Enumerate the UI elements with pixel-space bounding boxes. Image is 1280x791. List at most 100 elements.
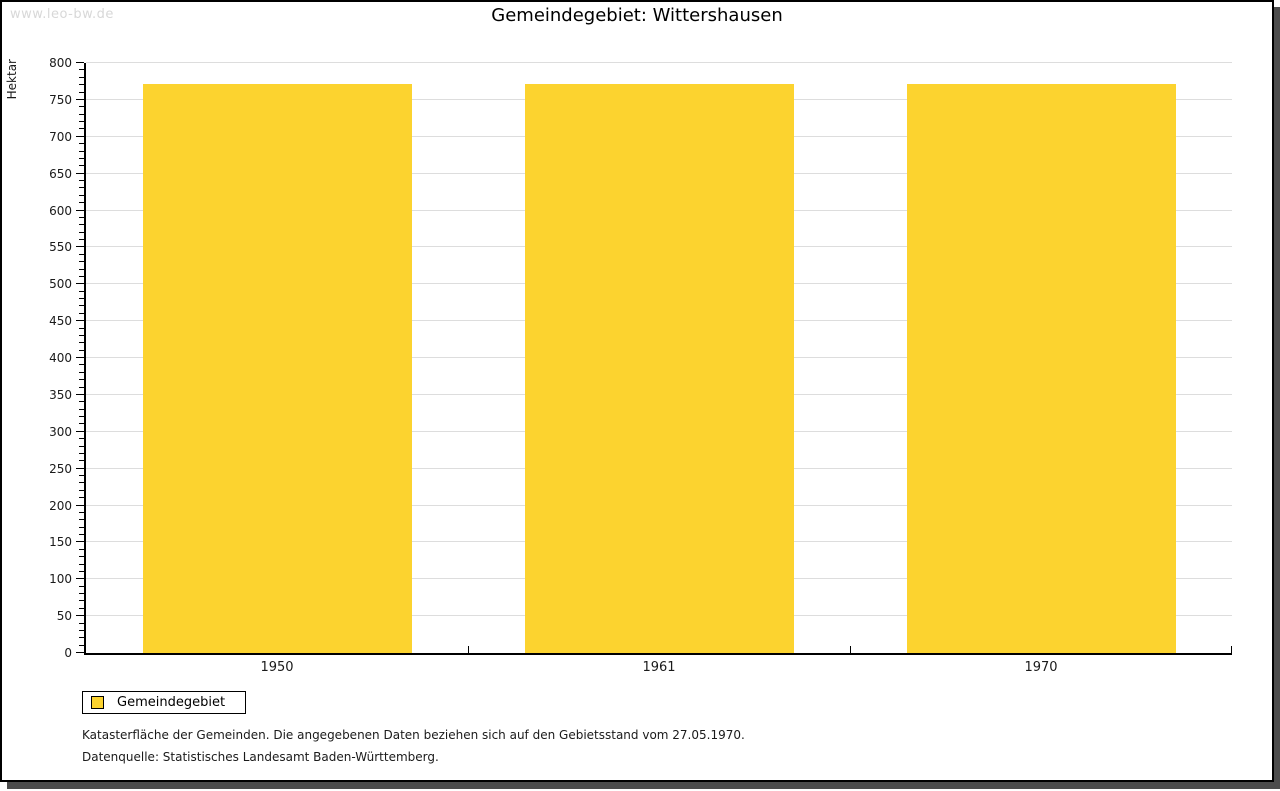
gridline: [86, 62, 1232, 63]
y-minor-tick: [79, 408, 84, 410]
y-minor-tick: [79, 128, 84, 130]
y-minor-tick: [79, 416, 84, 417]
y-tick-label: 0: [64, 646, 72, 660]
y-minor-tick: [79, 438, 84, 440]
y-tick-label: 600: [49, 203, 72, 218]
y-minor-tick: [79, 305, 84, 307]
y-minor-tick: [79, 585, 84, 587]
y-major-tick: [76, 615, 84, 617]
y-tick-label: 400: [49, 351, 72, 365]
y-major-tick: [76, 246, 84, 248]
y-tick-label: 750: [49, 92, 72, 107]
y-minor-tick: [79, 563, 84, 565]
y-major-tick: [76, 357, 84, 358]
y-major-tick: [76, 283, 84, 285]
x-tick-label: 1950: [260, 660, 294, 675]
y-minor-tick: [79, 268, 84, 270]
y-major-tick: [76, 62, 84, 63]
y-minor-tick: [79, 84, 84, 86]
footnote-description: Katasterfläche der Gemeinden. Die angege…: [82, 728, 745, 742]
y-minor-tick: [79, 452, 84, 454]
y-minor-tick: [79, 637, 84, 639]
y-tick-label: 550: [49, 240, 72, 255]
y-minor-tick: [79, 519, 84, 521]
y-minor-tick: [79, 342, 84, 344]
y-tick-label: 50: [56, 609, 72, 624]
y-major-tick: [76, 320, 84, 322]
y-tick-label: 200: [49, 498, 72, 513]
y-major-tick: [76, 467, 84, 469]
y-axis-label: Hektar: [5, 59, 19, 100]
y-minor-tick: [79, 106, 84, 108]
y-minor-tick: [79, 482, 84, 484]
x-axis-end-tick: [1231, 646, 1232, 653]
y-minor-tick: [79, 150, 84, 152]
bar: [525, 84, 794, 653]
y-tick-label: 150: [49, 535, 72, 550]
y-minor-tick: [79, 157, 84, 159]
y-major-tick: [76, 209, 84, 211]
y-tick-label: 100: [49, 572, 72, 587]
y-tick-label: 700: [49, 129, 72, 144]
y-minor-tick: [79, 334, 84, 336]
y-minor-tick: [79, 298, 84, 299]
plot-area: 0 50 100 150 200 250 300 350 400 450 500 550 600 650 7…: [49, 56, 1232, 675]
y-minor-tick: [79, 593, 84, 594]
y-minor-tick: [79, 165, 84, 167]
y-minor-tick: [79, 497, 84, 499]
y-major-tick: [76, 135, 84, 137]
legend-swatch: [91, 696, 104, 709]
y-minor-tick: [79, 379, 84, 381]
y-minor-tick: [79, 629, 84, 631]
y-minor-tick: [79, 622, 84, 624]
y-minor-tick: [79, 534, 84, 535]
y-minor-tick: [79, 570, 84, 572]
y-minor-tick: [79, 349, 84, 351]
y-minor-tick: [79, 91, 84, 93]
y-major-tick: [76, 541, 84, 543]
y-minor-tick: [79, 386, 84, 388]
y-minor-tick: [79, 511, 84, 513]
y-major-tick: [76, 430, 84, 432]
x-boundary-tick: [850, 646, 851, 653]
y-minor-tick: [79, 180, 84, 181]
y-minor-tick: [79, 113, 84, 115]
y-tick-label: 250: [49, 461, 72, 476]
legend: Gemeindegebiet: [82, 691, 247, 714]
y-minor-tick: [79, 460, 84, 462]
y-major-tick: [76, 652, 84, 653]
watermark: www.leo-bw.de: [10, 7, 114, 22]
y-minor-tick: [79, 371, 84, 373]
y-minor-tick: [79, 187, 84, 189]
y-minor-tick: [79, 556, 84, 558]
y-minor-tick: [79, 143, 84, 145]
y-minor-tick: [79, 76, 84, 78]
y-major-tick: [76, 98, 84, 100]
y-major-tick: [76, 393, 84, 395]
y-minor-tick: [79, 224, 84, 226]
y-minor-tick: [79, 231, 84, 233]
x-tick-label: 1961: [642, 660, 676, 675]
footnote-source: Datenquelle: Statistisches Landesamt Bad…: [82, 750, 439, 764]
bar: [143, 84, 412, 653]
y-minor-tick: [79, 327, 84, 329]
y-minor-tick: [79, 548, 84, 550]
y-tick-label: 650: [49, 166, 72, 181]
y-minor-tick: [79, 202, 84, 204]
y-tick-label: 800: [49, 56, 72, 70]
y-minor-tick: [79, 253, 84, 255]
y-minor-tick: [79, 445, 84, 447]
y-minor-tick: [79, 194, 84, 196]
y-tick-label: 500: [49, 277, 72, 292]
y-tick-label: 350: [49, 387, 72, 402]
y-minor-tick: [79, 275, 84, 277]
y-minor-tick: [79, 607, 84, 609]
y-minor-tick: [79, 644, 84, 646]
y-minor-tick: [79, 216, 84, 218]
y-minor-tick: [79, 401, 84, 403]
y-tick-label: 450: [49, 314, 72, 329]
y-minor-tick: [79, 489, 84, 491]
y-minor-tick: [79, 239, 84, 240]
x-tick-label: 1970: [1024, 660, 1058, 675]
